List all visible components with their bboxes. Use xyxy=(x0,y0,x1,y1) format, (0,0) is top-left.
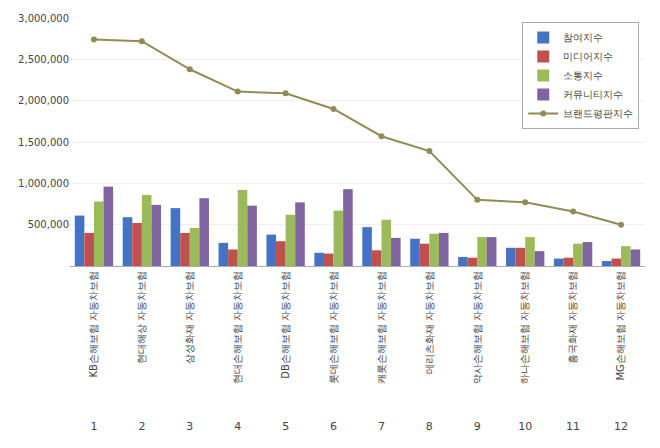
svg-text:2,500,000: 2,500,000 xyxy=(18,54,69,65)
svg-text:7: 7 xyxy=(378,420,385,433)
svg-text:현대손해보험 자동차보험: 현대손해보험 자동차보험 xyxy=(232,271,243,384)
svg-text:KB손해보험 자동차보험: KB손해보험 자동차보험 xyxy=(88,271,99,378)
svg-text:커뮤니티지수: 커뮤니티지수 xyxy=(563,89,623,100)
svg-text:1,000,000: 1,000,000 xyxy=(18,178,69,189)
svg-text:11: 11 xyxy=(566,420,580,433)
svg-text:3: 3 xyxy=(186,420,193,433)
svg-text:6: 6 xyxy=(330,420,337,433)
svg-text:브랜드평판지수: 브랜드평판지수 xyxy=(563,108,633,119)
svg-text:롯데손해보험 자동차보험: 롯데손해보험 자동차보험 xyxy=(328,271,339,384)
svg-text:500,000: 500,000 xyxy=(28,219,69,230)
svg-text:삼성화재 자동차보험: 삼성화재 자동차보험 xyxy=(184,271,195,364)
svg-text:캐롯손해보험 자동차보험: 캐롯손해보험 자동차보험 xyxy=(376,271,387,384)
svg-text:2,000,000: 2,000,000 xyxy=(18,95,69,106)
svg-text:악사손해보험 자동차보험: 악사손해보험 자동차보험 xyxy=(472,271,483,384)
svg-text:5: 5 xyxy=(282,420,289,433)
svg-text:2: 2 xyxy=(138,420,145,433)
svg-text:소통지수: 소통지수 xyxy=(563,70,603,81)
svg-text:현대해상 자동차보험: 현대해상 자동차보험 xyxy=(136,271,147,364)
svg-text:8: 8 xyxy=(426,420,433,433)
svg-text:DB손해보험 자동차보험: DB손해보험 자동차보험 xyxy=(280,271,291,379)
svg-text:10: 10 xyxy=(518,420,532,433)
svg-text:12: 12 xyxy=(614,420,628,433)
svg-text:하나손해보험 자동차보험: 하나손해보험 자동차보험 xyxy=(519,271,530,384)
svg-text:참여지수: 참여지수 xyxy=(563,32,603,43)
svg-text:미디어지수: 미디어지수 xyxy=(563,51,613,62)
svg-text:4: 4 xyxy=(234,420,241,433)
svg-text:MG손해보험 자동차보험: MG손해보험 자동차보험 xyxy=(615,271,626,381)
svg-text:메리츠화재 자동차보험: 메리츠화재 자동차보험 xyxy=(424,271,435,374)
svg-text:흥국화재 자동차보험: 흥국화재 자동차보험 xyxy=(567,271,578,364)
svg-text:1,500,000: 1,500,000 xyxy=(18,137,69,148)
svg-text:1: 1 xyxy=(90,420,97,433)
svg-text:3,000,000: 3,000,000 xyxy=(18,13,69,24)
svg-text:9: 9 xyxy=(474,420,481,433)
